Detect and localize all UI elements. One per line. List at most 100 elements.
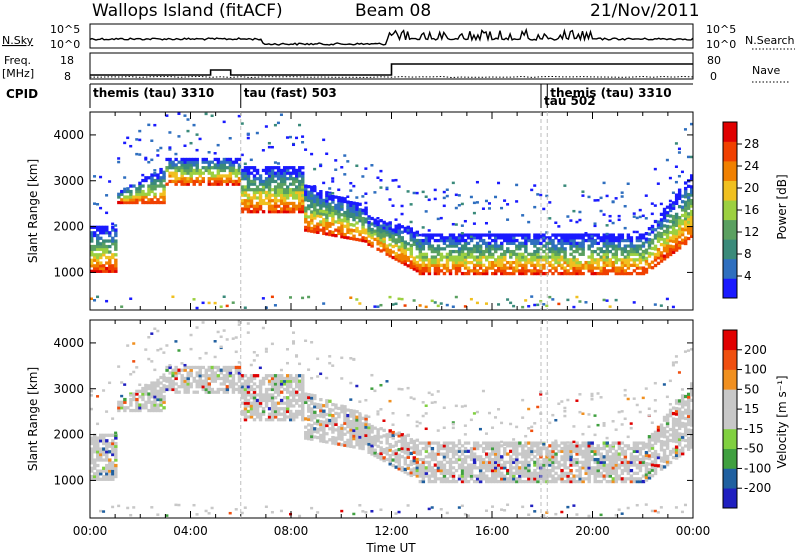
heatmap-cell xyxy=(563,472,566,475)
heatmap-cell xyxy=(343,173,346,176)
heatmap-cell xyxy=(572,458,575,461)
heatmap-cell xyxy=(500,463,503,466)
heatmap-cell xyxy=(455,450,458,453)
heatmap-cell xyxy=(639,477,642,480)
heatmap-cell xyxy=(521,506,524,509)
heatmap-cell xyxy=(590,395,593,398)
heatmap-cell xyxy=(416,425,419,428)
heatmap-cell xyxy=(114,259,117,262)
heatmap-cell xyxy=(268,166,271,169)
heatmap-cell xyxy=(470,261,473,264)
heatmap-cell xyxy=(687,212,690,215)
freq-tick-top: 18 xyxy=(60,54,74,67)
heatmap-cell xyxy=(624,418,627,421)
heatmap-cell xyxy=(669,177,672,180)
heatmap-cell xyxy=(144,348,147,351)
heatmap-cell xyxy=(494,441,497,444)
heatmap-cell xyxy=(651,225,654,228)
heatmap-cell xyxy=(117,161,120,164)
heatmap-cell xyxy=(247,194,250,197)
heatmap-cell xyxy=(548,217,551,220)
heatmap-cell xyxy=(186,158,189,161)
heatmap-cell xyxy=(232,161,235,164)
heatmap-cell xyxy=(597,253,600,256)
heatmap-cell xyxy=(256,202,259,205)
heatmap-cell xyxy=(569,441,572,444)
heatmap-cell xyxy=(135,153,138,156)
heatmap-cell xyxy=(578,411,581,414)
heatmap-cell xyxy=(280,399,283,402)
heatmap-cell xyxy=(440,461,443,464)
heatmap-cell xyxy=(352,513,355,516)
heatmap-cell xyxy=(557,461,560,464)
heatmap-cell xyxy=(452,255,455,258)
heatmap-cell xyxy=(675,181,678,184)
heatmap-cell xyxy=(274,166,277,169)
heatmap-cell xyxy=(93,245,96,248)
heatmap-cell xyxy=(524,233,527,236)
heatmap-cell xyxy=(310,507,313,510)
heatmap-cell xyxy=(506,452,509,455)
heatmap-cell xyxy=(307,393,310,396)
heatmap-cell xyxy=(250,172,253,175)
heatmap-cell xyxy=(639,458,642,461)
heatmap-cell xyxy=(292,177,295,180)
heatmap-cell xyxy=(575,399,578,402)
heatmap-cell xyxy=(159,381,162,384)
heatmap-cell xyxy=(527,233,530,236)
heatmap-cell xyxy=(401,433,404,436)
heatmap-cell xyxy=(135,187,138,190)
heatmap-cell xyxy=(452,472,455,475)
heatmap-cell xyxy=(111,434,114,437)
heatmap-cell xyxy=(594,233,597,236)
heatmap-cell xyxy=(316,419,319,422)
heatmap-cell xyxy=(530,426,533,429)
heatmap-cell xyxy=(211,183,214,186)
heatmap-cell xyxy=(99,242,102,245)
heatmap-cell xyxy=(295,410,298,413)
heatmap-cell xyxy=(307,368,310,371)
heatmap-cell xyxy=(355,221,358,224)
heatmap-cell xyxy=(425,412,428,415)
heatmap-cell xyxy=(500,444,503,447)
heatmap-cell xyxy=(328,222,331,225)
heatmap-cell xyxy=(410,452,413,455)
heatmap-cell xyxy=(334,159,337,162)
heatmap-cell xyxy=(331,177,334,180)
heatmap-cell xyxy=(606,233,609,236)
heatmap-cell xyxy=(557,450,560,453)
heatmap-cell xyxy=(563,233,566,236)
heatmap-cell xyxy=(256,399,259,402)
heatmap-cell xyxy=(247,133,250,136)
heatmap-cell xyxy=(141,190,144,193)
heatmap-cell xyxy=(554,466,557,469)
heatmap-cell xyxy=(108,245,111,248)
heatmap-cell xyxy=(111,417,114,420)
heatmap-cell xyxy=(141,179,144,182)
heatmap-cell xyxy=(132,409,135,412)
heatmap-cell xyxy=(241,402,244,405)
heatmap-cell xyxy=(340,213,343,216)
heatmap-cell xyxy=(512,305,515,308)
heatmap-cell xyxy=(473,412,476,415)
heatmap-cell xyxy=(253,351,256,354)
heatmap-cell xyxy=(663,427,666,430)
heatmap-cell xyxy=(392,450,395,453)
heatmap-cell xyxy=(382,221,385,224)
heatmap-cell xyxy=(271,194,274,197)
heatmap-cell xyxy=(422,447,425,450)
heatmap-cell xyxy=(373,449,376,452)
heatmap-cell xyxy=(247,415,250,418)
heatmap-cell xyxy=(217,144,220,147)
heatmap-cell xyxy=(681,206,684,209)
heatmap-cell xyxy=(654,264,657,267)
heatmap-cell xyxy=(226,166,229,169)
heatmap-cell xyxy=(536,458,539,461)
heatmap-cell xyxy=(455,207,458,210)
heatmap-cell xyxy=(352,229,355,232)
heatmap-cell xyxy=(226,174,229,177)
heatmap-cell xyxy=(428,392,431,395)
heatmap-cell xyxy=(328,193,331,196)
heatmap-cell xyxy=(521,214,524,217)
heatmap-cell xyxy=(96,234,99,237)
